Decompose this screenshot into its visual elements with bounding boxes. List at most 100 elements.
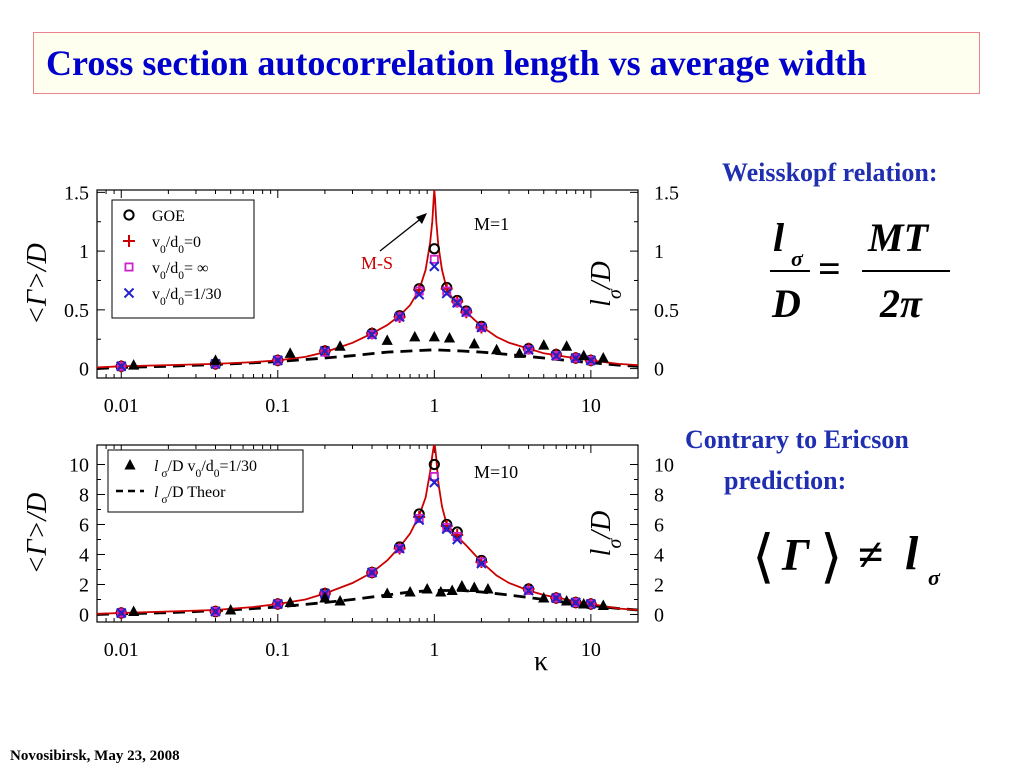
marker-circle xyxy=(550,348,562,361)
y-axis-label-left: <Γ>/D xyxy=(22,493,53,575)
marker-circle xyxy=(413,283,425,295)
y-axis-label-right: lσ/D xyxy=(586,511,626,557)
marker-triangle xyxy=(381,334,393,345)
legend-marker-triangle xyxy=(124,459,136,470)
marker-square xyxy=(273,599,283,609)
marker-square xyxy=(320,347,330,357)
marker-cross xyxy=(550,592,562,604)
plot-frame xyxy=(96,189,639,379)
legend-entry: l σ/D Theor xyxy=(154,484,226,506)
marker-plus xyxy=(393,542,406,555)
y-tick-label-right: 2 xyxy=(654,575,664,597)
marker-cross xyxy=(441,523,452,535)
formula-sigma-sub: σ xyxy=(928,565,940,590)
y-tick-label: 1.5 xyxy=(64,182,89,204)
marker-cross xyxy=(476,322,487,333)
marker-cross xyxy=(441,288,452,299)
marker-triangle xyxy=(538,592,550,603)
x-tick-label: 10 xyxy=(581,395,601,417)
marker-circle xyxy=(451,526,463,538)
marker-circle xyxy=(319,345,331,357)
marker-square xyxy=(524,586,534,596)
marker-square xyxy=(586,599,596,609)
marker-plus xyxy=(569,352,582,365)
marker-triangle xyxy=(334,595,346,606)
marker-square xyxy=(461,307,471,317)
marker-circle xyxy=(550,592,562,604)
formula-left-bracket: ⟨ xyxy=(752,524,775,589)
formula-rhs-fraction-bar xyxy=(862,270,950,272)
marker-square xyxy=(367,568,377,578)
marker-square xyxy=(452,298,462,308)
y-tick-label: 6 xyxy=(79,515,89,537)
marker-circle xyxy=(413,508,425,520)
marker-plus xyxy=(550,592,563,604)
marker-cross xyxy=(210,606,221,617)
marker-triangle xyxy=(443,332,456,343)
ms-curve-line xyxy=(97,445,638,615)
marker-circle xyxy=(570,596,582,609)
marker-plus xyxy=(440,282,453,295)
marker-cross xyxy=(452,534,463,545)
x-axis-label: κ xyxy=(534,646,548,677)
marker-cross xyxy=(319,345,331,357)
marker-square xyxy=(429,254,439,264)
ms-arrow-head xyxy=(416,213,427,224)
marker-circle xyxy=(366,327,378,339)
marker-cross xyxy=(210,358,221,370)
marker-plus xyxy=(475,556,488,568)
formula-neq: ≠ xyxy=(858,529,884,580)
marker-triangle xyxy=(578,598,590,609)
marker-plus xyxy=(413,283,426,296)
legend-entry: GOE xyxy=(152,208,185,225)
marker-plus xyxy=(209,357,222,370)
marker-circle xyxy=(394,541,406,553)
marker-cross xyxy=(570,352,581,364)
y-tick-label: 1 xyxy=(79,241,89,263)
marker-cross xyxy=(394,543,405,554)
marker-plus xyxy=(522,583,535,595)
marker-cross xyxy=(429,261,440,272)
marker-square xyxy=(414,514,424,524)
marker-square xyxy=(395,544,405,554)
marker-circle xyxy=(585,354,597,366)
y-tick-label: 10 xyxy=(69,455,89,477)
marker-square xyxy=(551,593,561,603)
legend-entry: v0/d0=0 xyxy=(152,234,201,256)
marker-cross xyxy=(413,289,425,300)
y-axis-label-left: <Γ>/D xyxy=(22,243,53,325)
marker-cross xyxy=(366,567,378,578)
marker-triangle xyxy=(404,586,416,597)
formula-rhs-num: MT xyxy=(868,215,928,260)
legend-marker-circle xyxy=(123,209,135,221)
legend-entry: v0/d0= ∞ xyxy=(152,260,208,282)
marker-square xyxy=(210,607,220,617)
marker-square xyxy=(524,345,534,355)
marker-cross xyxy=(272,355,283,366)
ms-curve-line xyxy=(97,190,638,369)
y-tick-label-right: 10 xyxy=(654,455,674,477)
slide-title: Cross section autocorrelation length vs … xyxy=(46,43,867,83)
marker-triangle xyxy=(513,347,526,358)
marker-circle xyxy=(522,343,535,355)
marker-plus xyxy=(393,310,406,323)
marker-square xyxy=(571,353,581,363)
marker-triangle xyxy=(561,595,573,606)
marker-cross xyxy=(585,355,597,366)
marker-plus xyxy=(451,529,464,541)
marker-circle xyxy=(272,354,284,366)
y-tick-label-right: 0 xyxy=(654,359,664,381)
marker-square xyxy=(476,322,486,332)
panel-label: M=10 xyxy=(474,462,518,482)
marker-cross xyxy=(452,297,463,309)
chart-panel-2: 0.01 0.1 1 10 0 0 2 2 4 4 6 6 8 8 10 10 <Γ>/D lσ/D M=10 l σ… xyxy=(22,444,674,677)
marker-circle xyxy=(428,243,440,255)
y-tick-label-right: 6 xyxy=(654,515,664,537)
marker-plus xyxy=(569,596,582,609)
contrary-line1: Contrary to Ericson xyxy=(685,425,909,454)
marker-circle xyxy=(272,598,284,610)
formula-equals: = xyxy=(818,246,841,291)
marker-cross xyxy=(570,597,581,608)
formula-lhs-den: D xyxy=(772,281,801,326)
marker-circle xyxy=(428,458,440,471)
